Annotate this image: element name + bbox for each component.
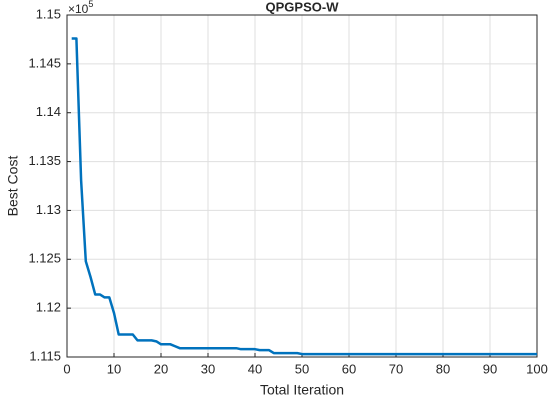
line-series — [71, 37, 537, 356]
x-tick-label: 20 — [154, 361, 168, 376]
x-tick-label: 100 — [526, 361, 548, 376]
plot-frame — [66, 14, 538, 358]
y-tick-label: 1.145 — [28, 55, 61, 70]
x-axis-label: Total Iteration — [260, 382, 344, 398]
chart-title: QPGPSO-W — [266, 0, 340, 14]
x-tick-label: 90 — [483, 361, 497, 376]
y-tick-label: 1.13 — [36, 202, 61, 217]
x-tick-label: 0 — [63, 361, 70, 376]
y-tick-label: 1.15 — [36, 6, 61, 21]
y-tick-label: 1.12 — [36, 300, 61, 315]
y-tick-label: 1.135 — [28, 153, 61, 168]
exponent-power: 5 — [88, 0, 93, 9]
x-tick-label: 40 — [248, 361, 262, 376]
y-exponent: ×105 — [68, 0, 93, 16]
x-tick-label: 30 — [201, 361, 215, 376]
y-axis-label: Best Cost — [5, 156, 21, 217]
y-tick-label: 1.14 — [36, 104, 61, 119]
y-tick-label: 1.115 — [29, 348, 61, 363]
y-tick-label: 1.125 — [28, 251, 61, 266]
exponent-base: ×10 — [68, 2, 89, 16]
x-tick-label: 70 — [389, 361, 403, 376]
x-tick-label: 50 — [295, 361, 309, 376]
x-tick-label: 10 — [107, 361, 121, 376]
x-tick-label: 80 — [436, 361, 450, 376]
x-tick-label: 60 — [342, 361, 356, 376]
